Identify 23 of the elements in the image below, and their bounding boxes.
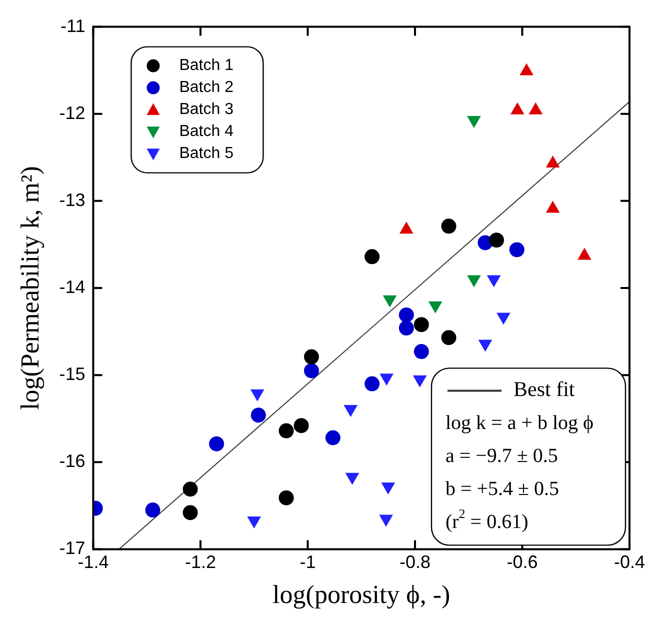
y-tick-label: -15 [59,364,86,384]
legend-label: Batch 1 [179,57,234,74]
y-tick-label: -17 [59,538,86,558]
annotation: b = +5.4 ± 0.5 [445,478,560,500]
legend-label: Batch 3 [179,101,234,118]
y-axis-title: log(Permeability k, m²) [15,166,44,410]
x-axis-title: log(porosity ϕ, -) [272,580,450,610]
x-tick-label: -0.8 [399,552,430,572]
x-tick-label: -0.4 [614,552,646,572]
legend-label: Batch 5 [179,145,234,162]
y-tick-label: -11 [60,16,86,36]
annotation: log k = a + b log ϕ [445,412,594,434]
legend-label: Batch 2 [179,79,234,96]
x-tick-label: -1 [300,552,316,572]
y-tick-label: -16 [59,451,86,472]
y-tick-label: -14 [59,276,86,297]
y-tick-label: -13 [59,190,86,210]
x-tick-label: -0.6 [506,552,538,572]
legend-label: Batch 4 [179,123,234,140]
annotation: a = −9.7 ± 0.5 [445,444,558,467]
legend-label: Best fit [513,377,575,402]
x-tick-label: -1.2 [184,552,216,572]
y-tick-label: -12 [59,102,86,123]
